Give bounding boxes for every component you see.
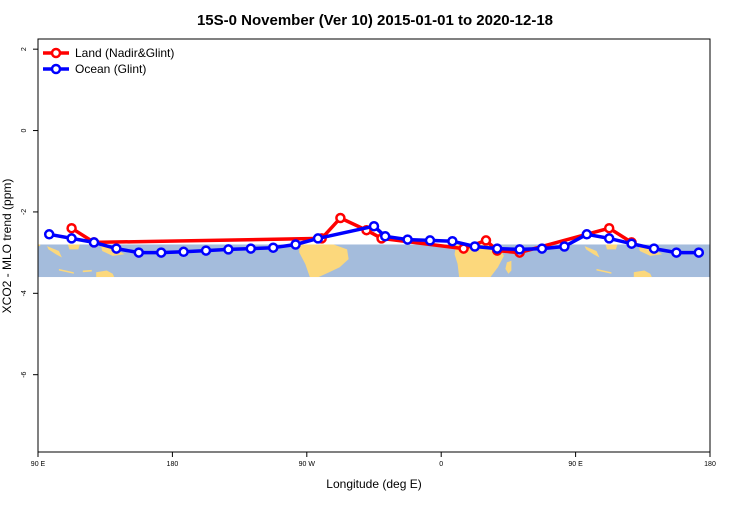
ocean-data-point [447,235,458,247]
south-america-land [299,244,349,277]
ocean-data-point [223,244,234,255]
australia-land-2 [633,270,652,277]
ocean-data-point [402,234,413,245]
ocean-band [38,244,710,278]
borneo-land-2 [605,244,618,250]
ocean-data-point [603,233,615,244]
ocean-data-point [648,243,660,254]
ocean-data-point [671,247,682,258]
x-tick-label: 90 E [568,461,583,468]
ocean-data-point [469,241,481,252]
ocean-data-point [88,237,100,248]
x-tick-label: 90 W [299,461,316,468]
x-tick-label: 0 [439,461,443,468]
ocean-data-point [43,229,55,240]
borneo-land [67,244,80,250]
ocean-data-point [111,243,122,254]
ocean-data-point [368,220,380,232]
y-tick-label: -6 [21,371,28,377]
ocean-data-point [155,247,167,258]
y-tick-label: -4 [21,290,28,296]
legend-swatch-marker [50,63,62,75]
sumatra-land [47,246,62,258]
legend-item-ocean: Ocean (Glint) [43,62,146,76]
x-tick-label: 180 [167,461,179,468]
ocean-data-point [536,243,548,254]
plot-frame [37,38,711,453]
y-axis: 2 0 -2 -4 -6 [21,47,38,378]
x-axis-label: Longitude (deg E) [326,477,421,491]
legend-swatch-marker [50,47,62,59]
legend-label: Ocean (Glint) [75,62,146,76]
ocean-data-point [133,247,145,258]
y-tick-label: 2 [21,47,28,51]
chart-title: 15S-0 November (Ver 10) 2015-01-01 to 20… [197,12,553,29]
legend: Land (Nadir&Glint) Ocean (Glint) [43,46,174,76]
legend-label: Land (Nadir&Glint) [75,46,174,60]
land-data-point [335,212,346,224]
legend-item-land: Land (Nadir&Glint) [43,46,174,60]
ocean-data-point [245,243,257,254]
ocean-data-point [424,235,436,246]
ocean-data-point [66,233,77,244]
series-layer [43,212,705,258]
y-tick-label: 0 [21,129,28,133]
land-data-point [66,222,77,234]
y-axis-label: XCO2 - MLO trend (ppm) [0,179,14,314]
ocean-data-point [693,247,705,258]
ocean-data-point [491,243,503,254]
x-tick-label: 180 [704,461,716,468]
x-axis: 90 E 180 90 W 0 90 E 180 [31,452,716,468]
ocean-data-point [200,245,212,256]
ocean-data-point [514,244,525,255]
ocean-data-point [312,233,324,244]
sumatra-land-2 [584,246,600,258]
ocean-data-point [290,239,301,250]
ocean-series [43,220,705,258]
madagascar-land [505,260,512,274]
timor-land [82,269,92,273]
ocean-data-point [267,242,279,253]
india-tip-land [38,244,41,247]
y-tick-label: -2 [21,209,28,215]
x-tick-label: 90 E [31,461,46,468]
australia-land [96,270,115,277]
ocean-data-point [581,229,593,240]
ocean-data-point [379,231,391,242]
java-land [58,268,74,274]
ocean-data-point [559,241,570,252]
java-land-2 [596,268,612,274]
ocean-data-point [178,246,189,258]
land-data-point [480,235,492,246]
land-data-point [603,222,615,234]
ocean-data-point [626,238,637,249]
